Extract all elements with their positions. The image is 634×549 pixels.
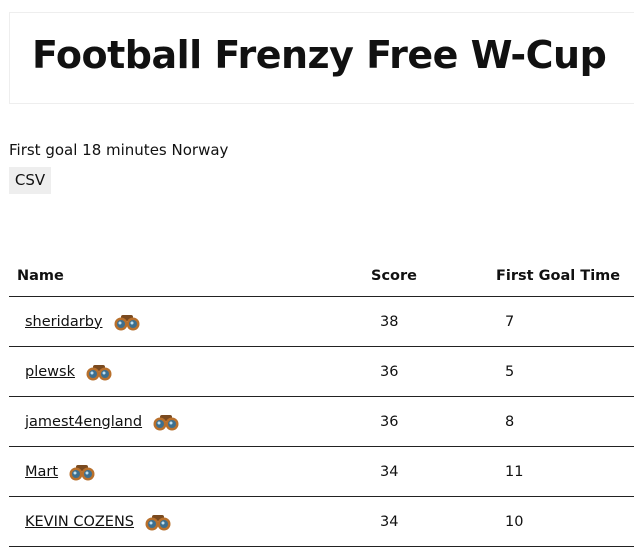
table-cell: Mart	[9, 446, 371, 497]
first-goal-time: 10	[505, 513, 524, 530]
column-header: First Goal Time	[496, 256, 634, 297]
score: 34	[380, 513, 399, 530]
table-cell: 34	[371, 496, 496, 547]
leaderboard: Name Score First Goal Time sheridarby 38 7 pl…	[9, 256, 634, 547]
header: Football Frenzy Free W-Cup	[9, 12, 634, 104]
table-cell: KEVIN COZENS	[9, 496, 371, 547]
score: 36	[380, 363, 399, 380]
info-text: First goal 18 minutes Norway	[9, 141, 229, 159]
player-link[interactable]: KEVIN COZENS	[25, 513, 135, 530]
first-goal-time: 8	[505, 413, 515, 430]
table-cell: 36	[371, 396, 496, 447]
score: 36	[380, 413, 399, 430]
table-row: sheridarby 38 7	[9, 296, 634, 347]
table-body: sheridarby 38 7 plewsk 36 5 jamest4england 36 8 M…	[9, 296, 634, 547]
binoculars-icon	[86, 364, 112, 380]
binoculars-icon	[153, 414, 179, 430]
first-goal-time: 7	[505, 313, 515, 330]
player-link[interactable]: jamest4england	[25, 413, 143, 430]
player-link[interactable]: sheridarby	[25, 313, 103, 330]
table-row: Mart 34 11	[9, 446, 634, 497]
binoculars-icon	[69, 464, 95, 480]
table-cell: 11	[496, 446, 634, 497]
table-cell: 8	[496, 396, 634, 447]
table-row: jamest4england 36 8	[9, 396, 634, 447]
table-cell: 34	[371, 446, 496, 497]
table-cell: 10	[496, 496, 634, 547]
table-cell: 38	[371, 296, 496, 347]
score: 38	[380, 313, 399, 330]
table-cell: 36	[371, 346, 496, 397]
table-cell: sheridarby	[9, 296, 371, 347]
table-cell: 7	[496, 296, 634, 347]
table-cell: 5	[496, 346, 634, 397]
header-row: Name Score First Goal Time	[9, 256, 634, 297]
binoculars-icon	[145, 514, 171, 530]
player-link[interactable]: plewsk	[25, 363, 75, 380]
table-cell: plewsk	[9, 346, 371, 397]
binoculars-icon	[114, 314, 139, 330]
column-header: Name	[9, 256, 371, 297]
player-link[interactable]: Mart	[25, 463, 59, 480]
column-header: Score	[371, 256, 496, 297]
csv-button[interactable]: CSV	[9, 167, 51, 194]
table-row: KEVIN COZENS 34 10	[9, 496, 634, 547]
first-goal-time: 5	[505, 363, 515, 380]
table-row: plewsk 36 5	[9, 346, 634, 397]
page-title: Football Frenzy Free W-Cup	[32, 33, 607, 77]
first-goal-time: 11	[505, 463, 524, 480]
score: 34	[380, 463, 399, 480]
table-cell: jamest4england	[9, 396, 371, 447]
